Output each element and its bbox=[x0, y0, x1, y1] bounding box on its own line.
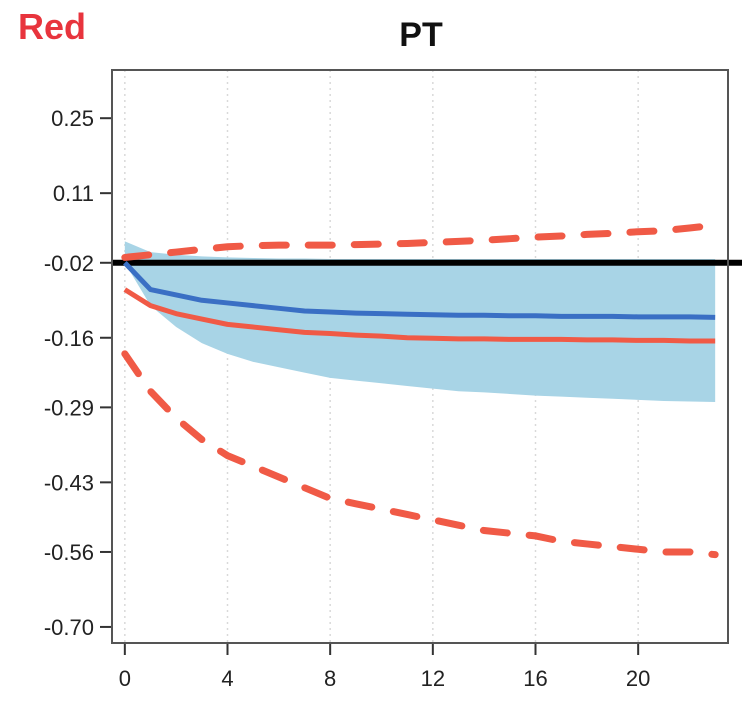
axis-layer: 0.25 0.11 -0.02 -0.16 -0.29 -0.43 -0.56 -0.70 0 4… bbox=[44, 106, 651, 691]
x-tick-label-2: 8 bbox=[324, 666, 336, 691]
x-tick-label-5: 20 bbox=[626, 666, 650, 691]
y-tick-label-0: 0.25 bbox=[51, 106, 94, 131]
y-tick-label-5: -0.43 bbox=[44, 470, 94, 495]
red-dashed-upper-line bbox=[121, 221, 719, 261]
y-tick-label-6: -0.56 bbox=[44, 540, 94, 565]
x-tick-label-0: 0 bbox=[119, 666, 131, 691]
y-tick-label-3: -0.16 bbox=[44, 326, 94, 351]
chart-title: PT bbox=[399, 16, 443, 54]
blue-confidence-band bbox=[124, 241, 716, 403]
band-layer bbox=[124, 241, 716, 403]
corner-label: Red bbox=[18, 6, 87, 47]
x-tick-label-4: 16 bbox=[523, 666, 547, 691]
red-dashed-lower-line bbox=[121, 350, 719, 559]
y-tick-label-1: 0.11 bbox=[53, 181, 94, 206]
line-layer bbox=[112, 221, 742, 559]
y-tick-label-7: -0.70 bbox=[44, 615, 94, 640]
y-tick-label-2: -0.02 bbox=[44, 251, 94, 276]
x-tick-label-3: 12 bbox=[421, 666, 445, 691]
y-tick-label-4: -0.29 bbox=[44, 395, 94, 420]
blue-solid-line bbox=[123, 261, 716, 320]
x-tick-label-1: 4 bbox=[221, 666, 233, 691]
red-solid-line bbox=[123, 287, 716, 344]
plot-frame bbox=[111, 69, 729, 644]
